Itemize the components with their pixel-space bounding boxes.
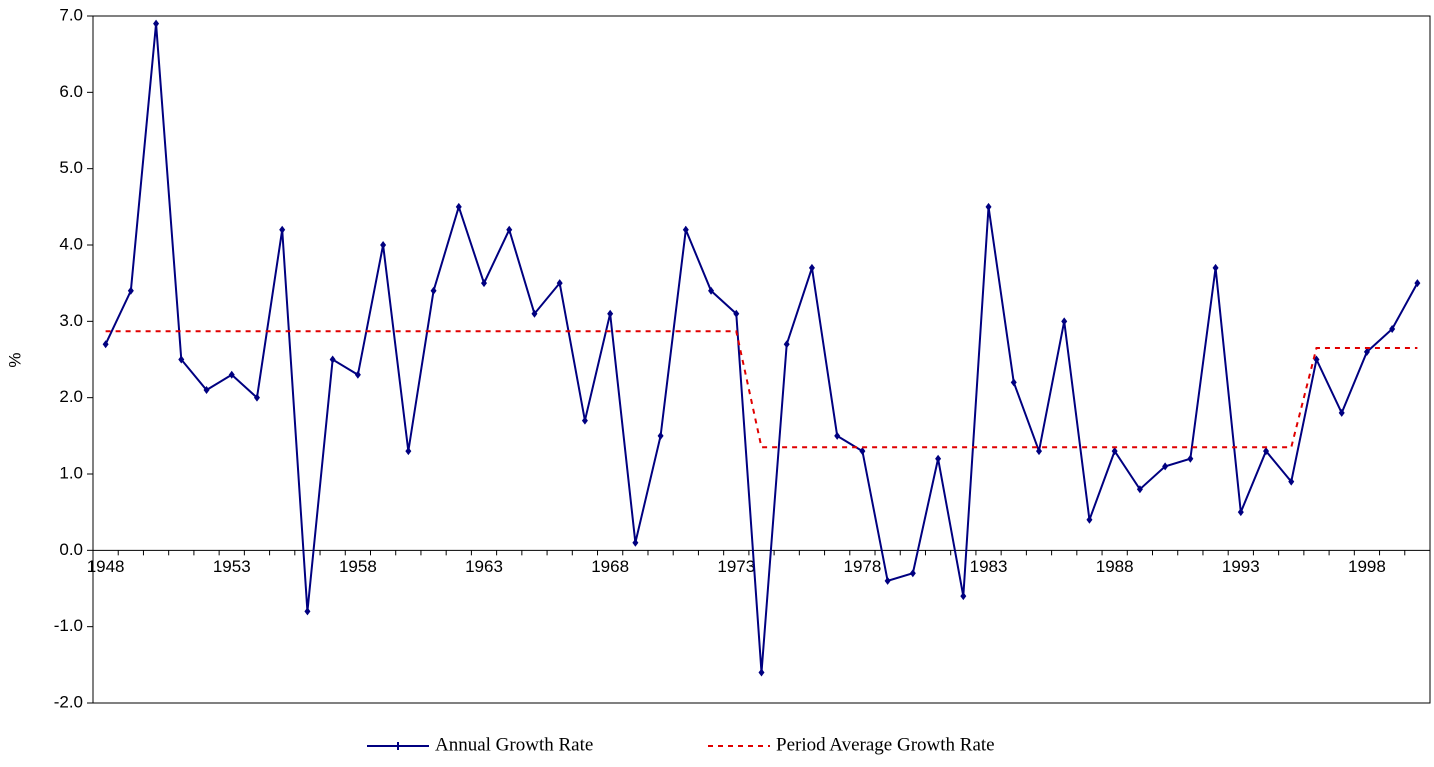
x-tick-label: 1978 <box>843 557 881 576</box>
point-marker <box>253 393 260 402</box>
x-tick-label: 1998 <box>1348 557 1386 576</box>
y-tick-label: 1.0 <box>59 463 83 482</box>
legend-label: Annual Growth Rate <box>435 734 593 755</box>
x-tick-label: 1968 <box>591 557 629 576</box>
point-marker <box>1010 378 1017 387</box>
point-marker <box>1237 508 1244 517</box>
point-marker <box>380 241 387 249</box>
point-marker <box>859 447 866 456</box>
y-tick-label: 3.0 <box>59 311 83 330</box>
point-marker <box>430 286 437 295</box>
point-marker <box>808 263 815 272</box>
x-tick-label: 1993 <box>1222 557 1260 576</box>
point-marker <box>178 355 185 364</box>
x-tick-label: 1988 <box>1096 557 1134 576</box>
point-marker <box>884 576 891 585</box>
point-marker <box>1414 279 1421 288</box>
x-tick-label: 1948 <box>87 557 125 576</box>
y-tick-label: 4.0 <box>59 234 83 253</box>
point-marker <box>153 19 160 28</box>
point-marker <box>1389 324 1396 333</box>
point-marker <box>935 454 942 463</box>
point-marker <box>1035 447 1042 456</box>
point-marker <box>632 538 639 547</box>
point-marker <box>304 607 311 616</box>
point-marker <box>1061 317 1068 326</box>
point-marker <box>758 668 765 677</box>
point-marker <box>228 370 235 379</box>
point-marker <box>581 416 588 425</box>
point-marker <box>1363 347 1370 356</box>
point-marker <box>556 279 563 288</box>
point-marker <box>1263 447 1270 456</box>
point-marker <box>531 309 538 318</box>
point-marker <box>682 225 689 234</box>
y-tick-label: 6.0 <box>59 82 83 101</box>
point-marker <box>127 286 134 295</box>
y-tick-label: -1.0 <box>54 616 83 635</box>
point-marker <box>1288 477 1295 486</box>
series-line <box>105 330 1418 449</box>
point-marker <box>1111 447 1118 456</box>
point-marker <box>657 431 664 440</box>
legend-label: Period Average Growth Rate <box>776 734 995 755</box>
point-marker <box>1136 485 1143 494</box>
point-marker <box>607 309 614 318</box>
point-marker <box>909 569 916 578</box>
x-tick-label: 1953 <box>213 557 251 576</box>
point-marker <box>834 431 841 440</box>
point-marker <box>708 286 715 295</box>
series-line <box>104 23 1419 673</box>
point-marker <box>960 592 967 601</box>
y-tick-label: 5.0 <box>59 158 83 177</box>
point-marker <box>102 340 109 349</box>
x-tick-label: 1983 <box>970 557 1008 576</box>
y-tick-label: 0.0 <box>59 540 83 559</box>
x-tick-label: 1963 <box>465 557 503 576</box>
point-marker <box>985 202 992 211</box>
y-tick-label: 7.0 <box>59 5 83 24</box>
y-tick-label: -2.0 <box>54 692 83 711</box>
point-marker <box>455 202 462 211</box>
point-marker <box>1212 263 1219 272</box>
point-marker <box>481 279 488 288</box>
point-marker <box>783 340 790 349</box>
point-marker <box>329 355 336 364</box>
point-marker <box>203 386 210 395</box>
plot-area <box>92 15 1431 704</box>
point-marker <box>733 309 740 318</box>
y-tick-label: 2.0 <box>59 387 83 406</box>
point-marker <box>1086 515 1093 524</box>
point-marker <box>354 370 361 379</box>
point-marker <box>1338 408 1345 417</box>
point-marker <box>506 225 513 234</box>
point-marker <box>1187 454 1194 463</box>
point-marker <box>279 225 286 234</box>
point-marker <box>1162 462 1169 471</box>
point-marker <box>405 447 412 456</box>
x-tick-label: 1958 <box>339 557 377 576</box>
y-axis-label: % <box>5 352 24 367</box>
x-tick-label: 1973 <box>717 557 755 576</box>
